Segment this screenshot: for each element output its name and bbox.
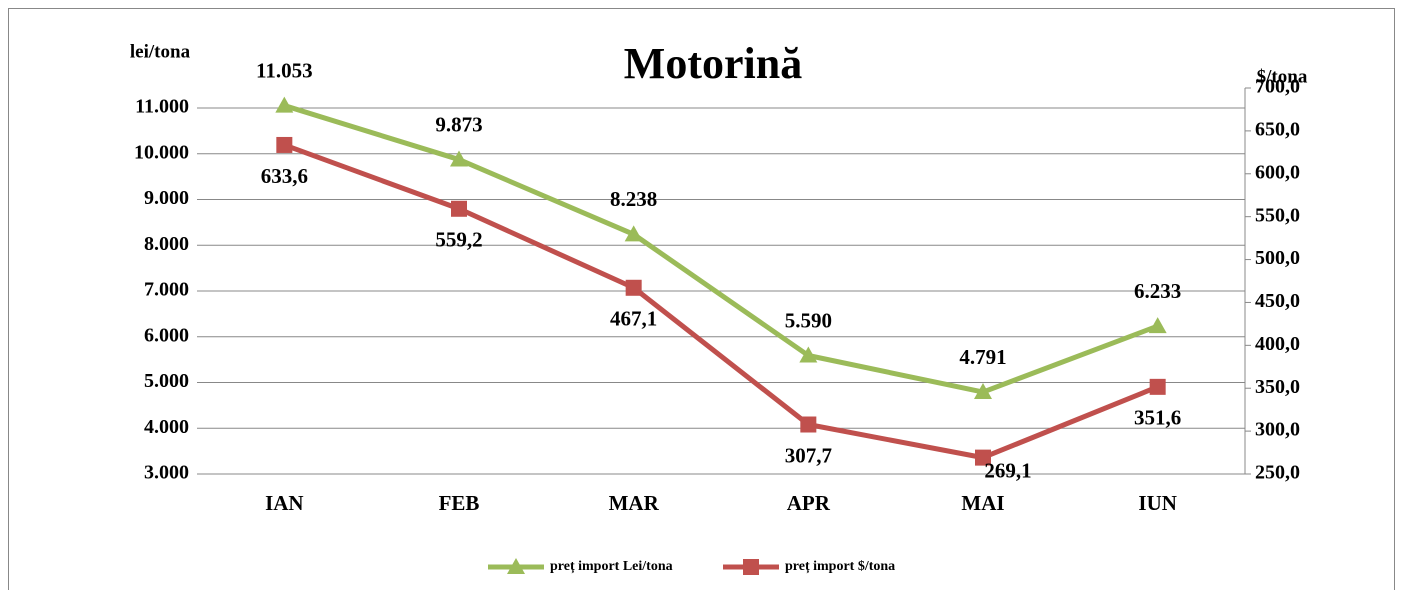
marker xyxy=(1148,317,1167,334)
x-tick-label: FEB xyxy=(439,491,480,515)
y-tick-label: 5.000 xyxy=(144,370,189,392)
marker xyxy=(1149,378,1166,395)
marker xyxy=(276,136,293,153)
chart-title: Motorină xyxy=(624,39,802,88)
x-tick-label: IAN xyxy=(265,491,304,515)
marker xyxy=(450,150,468,167)
data-label: 307,7 xyxy=(785,443,832,467)
y-tick-label: 9.000 xyxy=(144,187,189,209)
y-tick-label: 3.000 xyxy=(144,462,189,484)
data-label: 8.238 xyxy=(610,187,657,211)
marker xyxy=(975,449,991,466)
marker xyxy=(451,200,467,217)
y-tick-label: 7.000 xyxy=(144,279,189,301)
y2-tick-label: 600,0 xyxy=(1255,161,1300,183)
series-line xyxy=(283,103,1159,395)
y2-tick-label: 500,0 xyxy=(1255,247,1300,269)
y2-tick-label: 400,0 xyxy=(1255,333,1300,355)
legend-label: preț import Lei/tona xyxy=(550,559,673,574)
y2-axis-label: $/tona xyxy=(1257,66,1308,87)
data-label: 351,6 xyxy=(1134,406,1181,430)
marker xyxy=(974,383,992,400)
data-label: 467,1 xyxy=(610,307,657,331)
marker xyxy=(624,225,643,242)
y-tick-label: 4.000 xyxy=(144,416,189,438)
x-tick-label: MAI xyxy=(961,491,1004,515)
y-tick-label: 6.000 xyxy=(144,324,189,346)
data-label: 9.873 xyxy=(435,112,482,136)
data-label: 269,1 xyxy=(984,458,1031,482)
marker xyxy=(800,416,817,433)
x-tick-label: APR xyxy=(787,491,831,515)
marker xyxy=(275,96,294,113)
data-label: 11.053 xyxy=(256,58,313,82)
marker xyxy=(799,346,818,363)
y-tick-label: 8.000 xyxy=(144,233,189,255)
series-line xyxy=(283,142,1159,461)
y2-tick-label: 550,0 xyxy=(1255,204,1300,226)
x-tick-label: MAR xyxy=(609,491,660,515)
y2-tick-label: 700,0 xyxy=(1255,76,1300,98)
y2-tick-label: 450,0 xyxy=(1255,290,1300,312)
marker xyxy=(507,558,525,574)
data-label: 559,2 xyxy=(435,228,482,252)
data-label: 4.791 xyxy=(959,345,1006,369)
y2-tick-label: 650,0 xyxy=(1255,118,1300,140)
y2-tick-label: 350,0 xyxy=(1255,376,1300,398)
y-axis-label: lei/tona xyxy=(130,41,191,62)
legend-label: preț import $/tona xyxy=(785,559,895,574)
marker xyxy=(743,559,759,575)
data-label: 6.233 xyxy=(1134,279,1181,303)
marker xyxy=(625,279,642,296)
y2-tick-label: 300,0 xyxy=(1255,419,1300,441)
x-tick-label: IUN xyxy=(1138,491,1177,515)
chart-border xyxy=(8,8,1395,590)
data-label: 5.590 xyxy=(785,308,832,332)
y2-tick-label: 250,0 xyxy=(1255,462,1300,484)
y-tick-label: 10.000 xyxy=(134,141,189,163)
data-label: 633,6 xyxy=(261,164,308,188)
y-tick-label: 11.000 xyxy=(135,96,189,118)
